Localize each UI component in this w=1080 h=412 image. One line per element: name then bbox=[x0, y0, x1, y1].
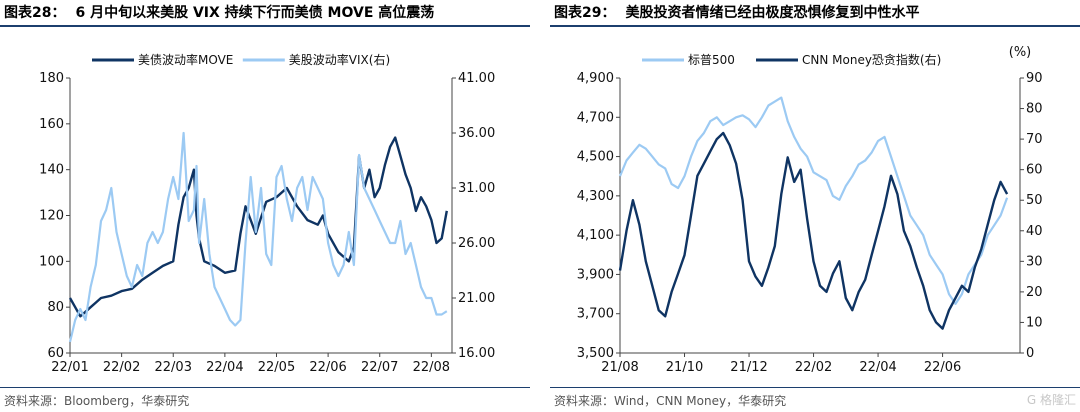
chart-title-text: 6 月中旬以来美股 VIX 持续下行而美债 MOVE 高位震荡 bbox=[75, 5, 435, 21]
title-rule bbox=[0, 25, 530, 27]
source-note: 资料来源：Bloomberg，华泰研究 bbox=[4, 394, 190, 408]
source-note: 资料来源：Wind，CNN Money，华泰研究 bbox=[554, 394, 787, 408]
right-y-tick-label: 26.00 bbox=[458, 236, 495, 251]
left-y-tick-label: 80 bbox=[47, 300, 64, 315]
right-y-tick-label: 60 bbox=[1026, 163, 1043, 178]
left-y-tick-label: 4,900 bbox=[577, 71, 614, 86]
x-tick-label: 21/08 bbox=[601, 360, 638, 375]
chart-29-plot: 3,500 3,700 3,900 4,100 4,300 4,500 4,700 4,900… bbox=[577, 45, 1043, 375]
x-tick-label: 22/08 bbox=[413, 360, 450, 375]
bottom-rule bbox=[550, 387, 1080, 388]
chart-number: 图表28： bbox=[4, 5, 66, 21]
left-y-tick-label: 4,700 bbox=[577, 110, 614, 125]
x-tick-label: 22/04 bbox=[859, 360, 896, 375]
bottom-rule bbox=[0, 387, 530, 388]
right-y-tick-label: 70 bbox=[1026, 132, 1043, 147]
chart-panel-29: 图表29： 美股投资者情绪已经由极度恐惧修复到中性水平 3,500 3,700 3,9… bbox=[550, 0, 1080, 412]
legend-label-1: CNN Money恐贪指数(右) bbox=[802, 52, 941, 67]
x-tick-label: 22/07 bbox=[361, 360, 398, 375]
title-rule bbox=[550, 25, 1080, 27]
left-y-tick-label: 3,900 bbox=[577, 267, 614, 282]
x-tick-label: 22/01 bbox=[51, 360, 88, 375]
series-line-1 bbox=[68, 131, 448, 343]
chart-panel-28: 图表28： 6 月中旬以来美股 VIX 持续下行而美债 MOVE 高位震荡 60 8… bbox=[0, 0, 530, 412]
chart-28-plot: 60 80 100 120 140 160 180 16.00 21.00 26.00 31.00 3… bbox=[39, 52, 495, 375]
chart-number: 图表29： bbox=[554, 5, 616, 21]
right-y-tick-label: 36.00 bbox=[458, 126, 495, 141]
x-tick-label: 22/02 bbox=[103, 360, 140, 375]
legend-label-0: 标普500 bbox=[688, 53, 735, 67]
x-tick-label: 22/05 bbox=[258, 360, 295, 375]
x-tick-label: 22/02 bbox=[795, 360, 832, 375]
series-line-0 bbox=[68, 136, 448, 318]
right-axis-unit: (%) bbox=[1009, 45, 1032, 60]
left-y-tick-label: 4,500 bbox=[577, 150, 614, 165]
x-tick-label: 21/12 bbox=[730, 360, 767, 375]
right-y-tick-label: 16.00 bbox=[458, 346, 495, 361]
left-y-tick-label: 3,700 bbox=[577, 307, 614, 322]
legend-label-1: 美股波动率VIX(右) bbox=[289, 52, 390, 67]
right-y-tick-label: 21.00 bbox=[458, 291, 495, 306]
left-y-tick-label: 3,500 bbox=[577, 346, 614, 361]
left-y-tick-label: 4,300 bbox=[577, 189, 614, 204]
right-y-tick-label: 30 bbox=[1026, 254, 1043, 269]
left-y-tick-label: 100 bbox=[39, 254, 64, 269]
series-line-1 bbox=[618, 131, 1009, 330]
right-y-tick-label: 10 bbox=[1026, 315, 1043, 330]
right-y-tick-label: 20 bbox=[1026, 285, 1043, 300]
right-y-tick-label: 31.00 bbox=[458, 181, 495, 196]
left-y-tick-label: 180 bbox=[39, 71, 64, 86]
chart-title-text: 美股投资者情绪已经由极度恐惧修复到中性水平 bbox=[625, 5, 920, 21]
x-tick-label: 21/10 bbox=[666, 360, 703, 375]
right-y-tick-label: 41.00 bbox=[458, 71, 495, 86]
chart-title: 图表28： 6 月中旬以来美股 VIX 持续下行而美债 MOVE 高位震荡 bbox=[4, 2, 434, 22]
left-y-tick-label: 60 bbox=[47, 346, 64, 361]
x-tick-label: 22/06 bbox=[309, 360, 346, 375]
left-y-tick-label: 120 bbox=[39, 209, 64, 224]
x-tick-label: 22/03 bbox=[155, 360, 192, 375]
x-tick-label: 22/06 bbox=[924, 360, 961, 375]
legend-label-0: 美债波动率MOVE bbox=[138, 52, 233, 67]
left-y-tick-label: 140 bbox=[39, 163, 64, 178]
right-y-tick-label: 80 bbox=[1026, 102, 1043, 117]
left-y-tick-label: 4,100 bbox=[577, 228, 614, 243]
watermark-logo: G 格隆汇 bbox=[1026, 393, 1076, 407]
right-y-tick-label: 0 bbox=[1026, 346, 1034, 361]
right-y-tick-label: 50 bbox=[1026, 193, 1043, 208]
x-tick-label: 22/04 bbox=[206, 360, 243, 375]
right-y-tick-label: 90 bbox=[1026, 71, 1043, 86]
left-y-tick-label: 160 bbox=[39, 117, 64, 132]
chart-title: 图表29： 美股投资者情绪已经由极度恐惧修复到中性水平 bbox=[554, 2, 919, 22]
series-line-0 bbox=[618, 96, 1009, 305]
right-y-tick-label: 40 bbox=[1026, 224, 1043, 239]
